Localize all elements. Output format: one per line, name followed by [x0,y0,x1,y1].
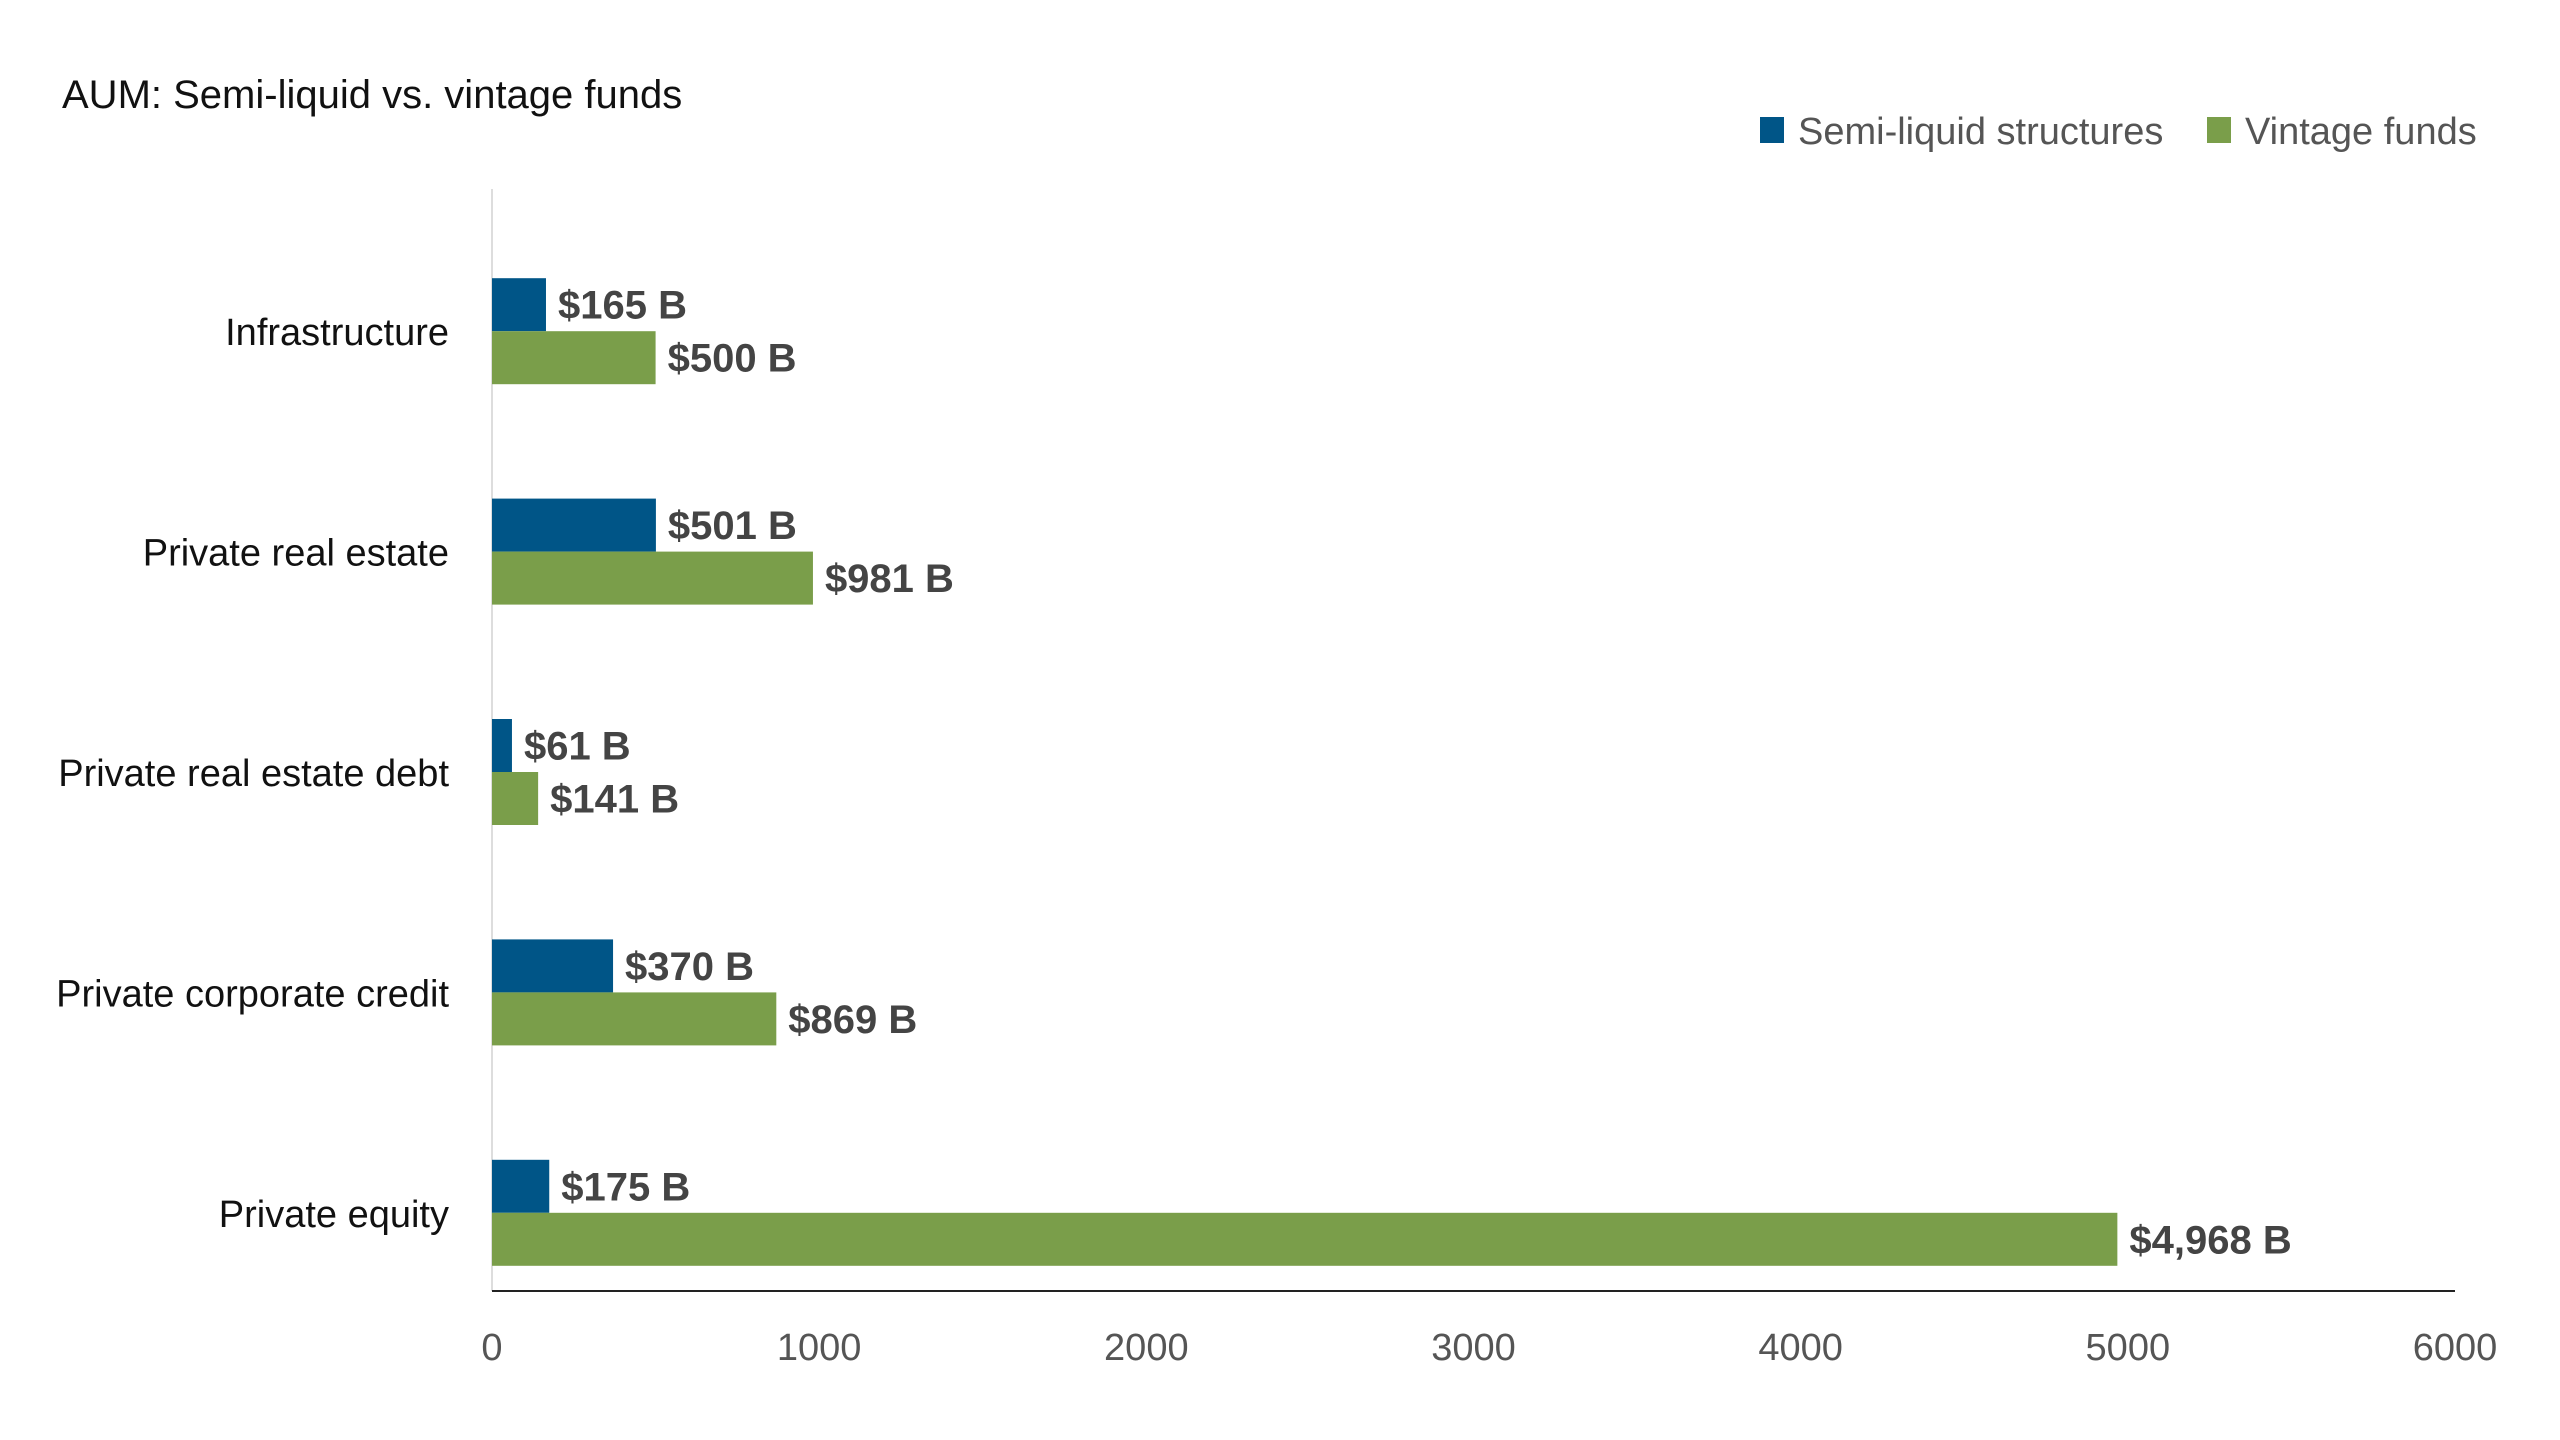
category-label: Private real estate debt [58,753,449,795]
x-tick-label: 1000 [777,1327,862,1369]
x-tick-label: 0 [481,1327,502,1369]
x-tick-label: 6000 [2413,1327,2498,1369]
data-label: $165 B [558,284,687,328]
bar [492,278,546,332]
category-label: Private corporate credit [56,973,449,1015]
legend-label: Semi-liquid structures [1798,111,2163,153]
category-label: Private equity [219,1194,449,1236]
x-tick-label: 5000 [2086,1327,2171,1369]
category-label: Infrastructure [225,312,449,354]
data-label: $869 B [788,998,917,1042]
bar [492,772,539,825]
bar [492,1212,2118,1266]
bar [492,551,813,605]
bar [492,992,777,1046]
chart-title: AUM: Semi-liquid vs. vintage funds [62,73,682,117]
bar [492,939,614,993]
category-label: Private real estate [143,533,449,575]
x-tick-label: 4000 [1758,1327,1843,1369]
data-label: $981 B [825,557,954,601]
bar [492,1159,550,1213]
data-label: $501 B [668,504,797,548]
legend: Semi-liquid structures Vintage funds [1760,111,2477,153]
bar [492,498,656,552]
data-label: $4,968 B [2129,1218,2291,1262]
data-label: $141 B [550,778,679,822]
data-label: $175 B [561,1165,690,1209]
bar [492,719,512,772]
legend-swatch [2207,117,2231,143]
legend-swatch [1760,117,1784,143]
x-tick-label: 2000 [1104,1327,1189,1369]
data-label: $370 B [625,945,754,989]
legend-label: Vintage funds [2245,111,2477,153]
x-tick-label: 3000 [1431,1327,1516,1369]
data-label: $500 B [668,337,797,381]
bar [492,331,656,385]
data-label: $61 B [524,725,631,769]
